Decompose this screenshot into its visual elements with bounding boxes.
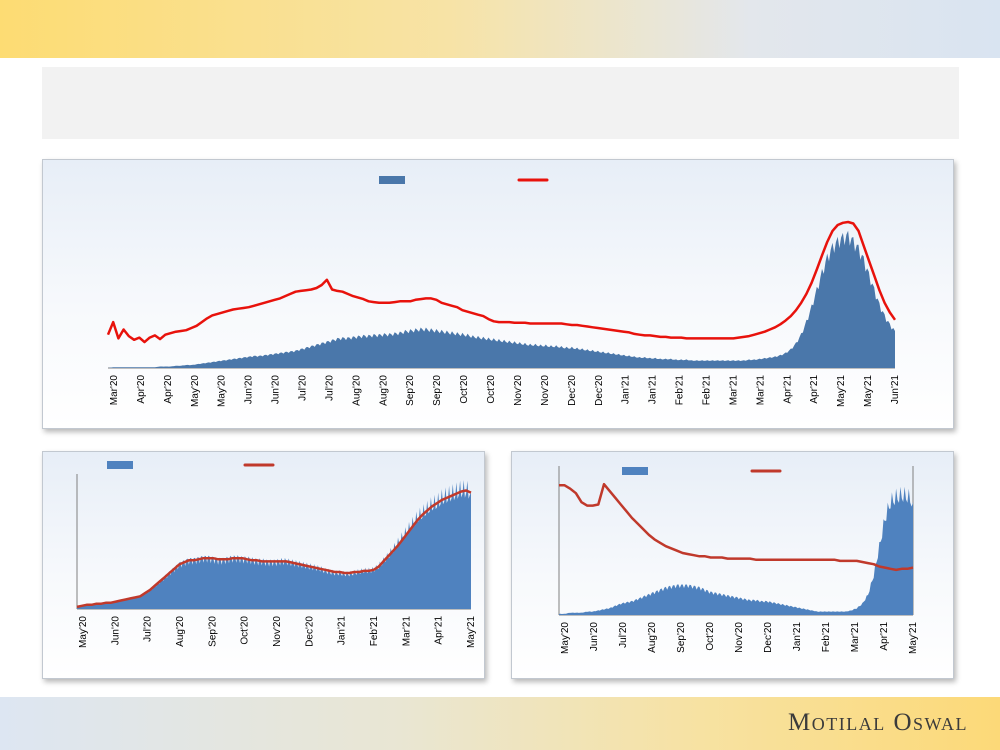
x-tick-label: Apr'20 [163,375,174,404]
x-tick-label: Oct'20 [459,375,470,404]
x-tick-label: May'21 [836,375,847,407]
chart-bottom-right: May'20 Jun'20 Jul'20 Aug'20 Sep'20 Oct'20 Nov'… [558,466,919,654]
chart-bottom-left: May'20 Jun'20 Jul'20 Aug'20 Sep'20 Oct'20 Nov'… [76,461,477,648]
x-tick-label: Jan'21 [337,616,348,646]
brand-logo-text: Motilal Oswal [787,709,968,736]
x-tick-label: Feb'21 [675,375,686,406]
x-tick-label: Nov'20 [734,622,745,653]
x-tick-label: Nov'20 [513,375,524,406]
x-tick-label: Aug'20 [175,616,186,647]
x-tick-label: Apr'21 [782,375,793,404]
x-tick-label: Jan'21 [792,622,803,652]
x-tick-label: May'20 [190,375,201,407]
x-tick-label: Jul'20 [618,622,629,648]
x-tick-label: Jan'21 [621,375,632,405]
x-tick-label: May'20 [217,375,228,407]
x-tick-label: Feb'21 [369,616,380,647]
bottom-banner [0,697,1000,750]
area-series [77,480,471,609]
x-tick-label: Jul'20 [298,375,309,401]
legend-swatch-area [107,461,133,469]
x-tick-label: Apr'21 [879,622,890,651]
x-tick-label: May'21 [908,622,919,654]
legend-swatch-area [379,176,405,184]
chart-top: Mar'20 Apr'20 Apr'20 May'20 May'20 Jun'20 Jun'… [106,176,901,407]
x-tick-label: Oct'20 [705,622,716,651]
x-tick-label: Oct'20 [486,375,497,404]
x-tick-label: Jul'20 [143,616,154,642]
x-tick-label: Jan'21 [648,375,659,405]
x-tick-label: Aug'20 [351,375,362,406]
x-tick-label: Dec'20 [304,616,315,647]
x-tick-label: Mar'21 [728,375,739,406]
top-banner [0,0,1000,58]
x-tick-label: Apr'20 [136,375,147,404]
line-series [106,220,897,344]
x-tick-label: Feb'21 [702,375,713,406]
line-series [559,482,914,572]
legend-swatch-area [622,467,648,475]
x-tick-label: Sep'20 [207,616,218,647]
x-tick-label: May'21 [863,375,874,407]
x-tick-label: Dec'20 [594,375,605,406]
page-title [42,67,959,139]
x-tick-label: Nov'20 [272,616,283,647]
x-tick-label: Sep'20 [676,622,687,653]
x-tick-label: Jun'20 [271,375,282,405]
x-tick-label: Mar'20 [109,375,120,406]
x-tick-label: Jun'21 [890,375,901,405]
x-tick-label: Jun'20 [589,622,600,652]
x-tick-label: Dec'20 [567,375,578,406]
x-tick-label: May'21 [466,616,477,648]
x-tick-label: Mar'21 [401,616,412,647]
x-tick-label: Aug'20 [378,375,389,406]
x-tick-label: Dec'20 [763,622,774,653]
x-tick-label: Jun'20 [110,616,121,646]
x-tick-label: Sep'20 [432,375,443,406]
chart-bottom-right-panel: May'20 Jun'20 Jul'20 Aug'20 Sep'20 Oct'20 Nov'… [511,451,954,679]
x-tick-label: Apr'21 [434,616,445,645]
x-tick-label: Feb'21 [821,622,832,653]
area-series [559,486,913,615]
x-tick-label: Jul'20 [324,375,335,401]
x-tick-label: Mar'21 [850,622,861,653]
x-tick-label: Nov'20 [540,375,551,406]
x-tick-label: Sep'20 [405,375,416,406]
x-tick-label: Mar'21 [755,375,766,406]
x-tick-label: Apr'21 [809,375,820,404]
chart-bottom-left-panel: May'20 Jun'20 Jul'20 Aug'20 Sep'20 Oct'20 Nov'… [42,451,485,679]
line-series [76,489,472,609]
chart-top-panel: Mar'20 Apr'20 Apr'20 May'20 May'20 Jun'20 Jun'… [42,159,954,429]
x-tick-label: Aug'20 [647,622,658,653]
x-tick-label: May'20 [560,622,571,654]
area-series [108,230,895,368]
x-tick-label: Oct'20 [240,616,251,645]
x-tick-label: May'20 [78,616,89,648]
x-tick-label: Jun'20 [244,375,255,405]
